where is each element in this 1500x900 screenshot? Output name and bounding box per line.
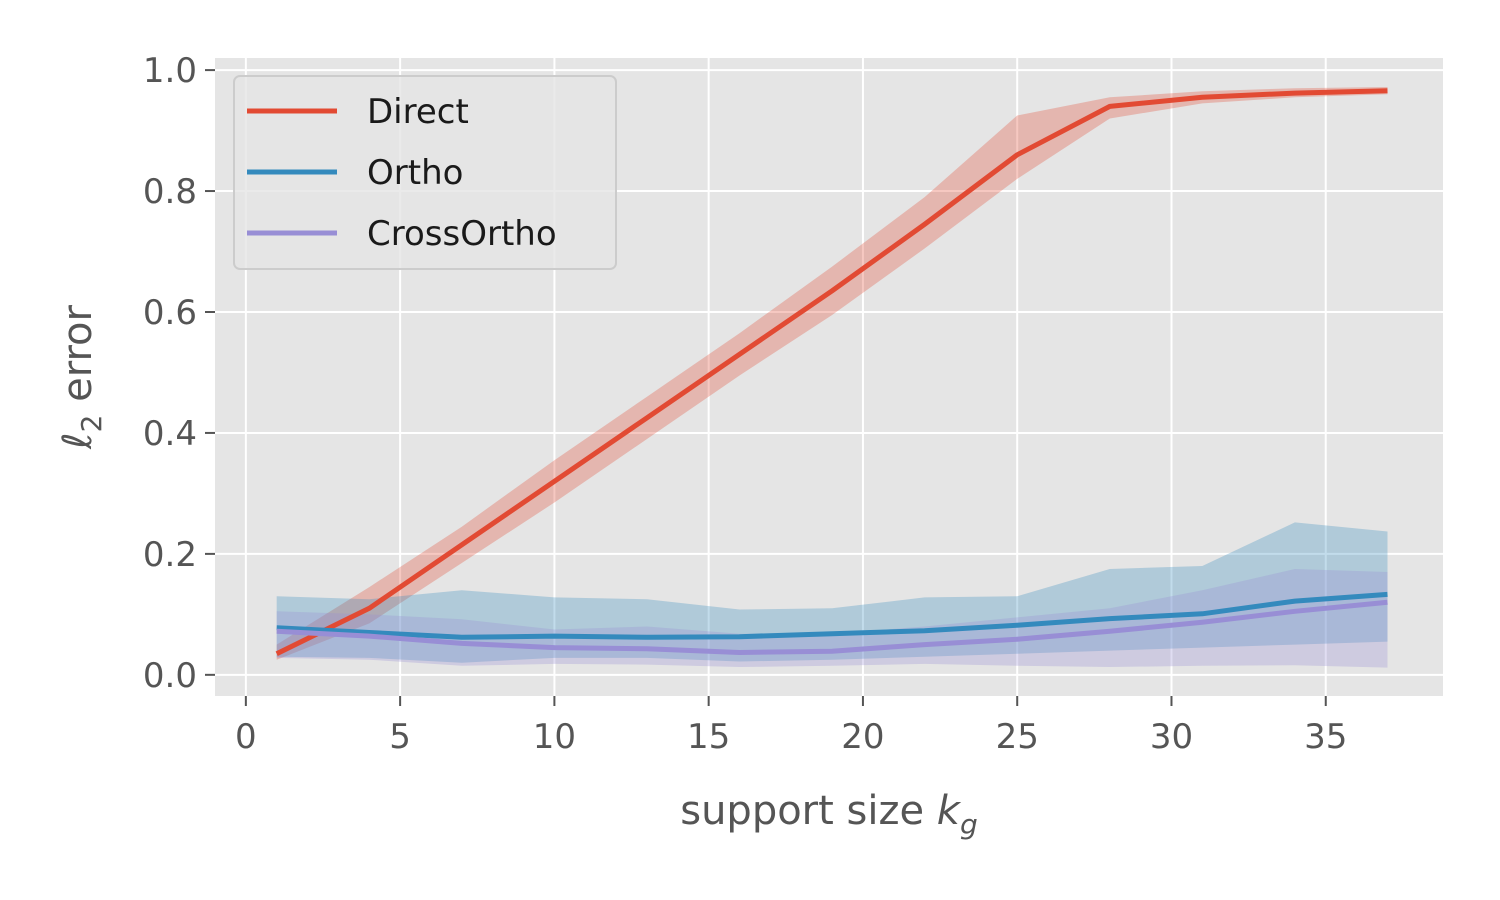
x-tick-label: 10 bbox=[533, 717, 576, 757]
x-axis-ticks: 0 5 10 15 20 25 30 35 bbox=[235, 696, 1347, 757]
x-tick-label: 30 bbox=[1150, 717, 1193, 757]
legend-label-ortho: Ortho bbox=[367, 153, 463, 193]
band-crossortho bbox=[276, 569, 1388, 668]
y-tick-label: 0.6 bbox=[143, 293, 197, 333]
line-crossortho bbox=[276, 599, 1388, 655]
band-direct bbox=[276, 87, 1388, 660]
x-tick-label: 15 bbox=[687, 717, 730, 757]
y-tick-label: 0.4 bbox=[143, 414, 197, 454]
y-tick-label: 0.8 bbox=[143, 172, 197, 212]
legend-label-crossortho: CrossOrtho bbox=[367, 214, 557, 254]
band-ortho bbox=[276, 522, 1388, 663]
legend: Direct Ortho CrossOrtho bbox=[233, 75, 617, 270]
y-tick-label: 1.0 bbox=[143, 51, 197, 91]
line-direct bbox=[275, 88, 1388, 656]
x-tick-label: 35 bbox=[1304, 717, 1347, 757]
x-axis-label: support size kg bbox=[680, 788, 978, 841]
legend-label-direct: Direct bbox=[367, 92, 469, 132]
y-tick-label: 0.2 bbox=[143, 535, 197, 575]
y-axis-label: ℓ2 error bbox=[55, 304, 108, 449]
x-tick-label: 20 bbox=[841, 717, 884, 757]
x-tick-label: 5 bbox=[389, 717, 411, 757]
x-tick-label: 0 bbox=[235, 717, 257, 757]
x-tick-label: 25 bbox=[996, 717, 1039, 757]
y-axis-ticks: 0.0 0.2 0.4 0.6 0.8 1.0 bbox=[143, 51, 215, 696]
legend-box bbox=[233, 75, 617, 270]
confidence-bands bbox=[276, 87, 1388, 668]
line-ortho bbox=[276, 591, 1388, 640]
series-lines bbox=[275, 88, 1388, 656]
y-tick-label: 0.0 bbox=[143, 656, 197, 696]
